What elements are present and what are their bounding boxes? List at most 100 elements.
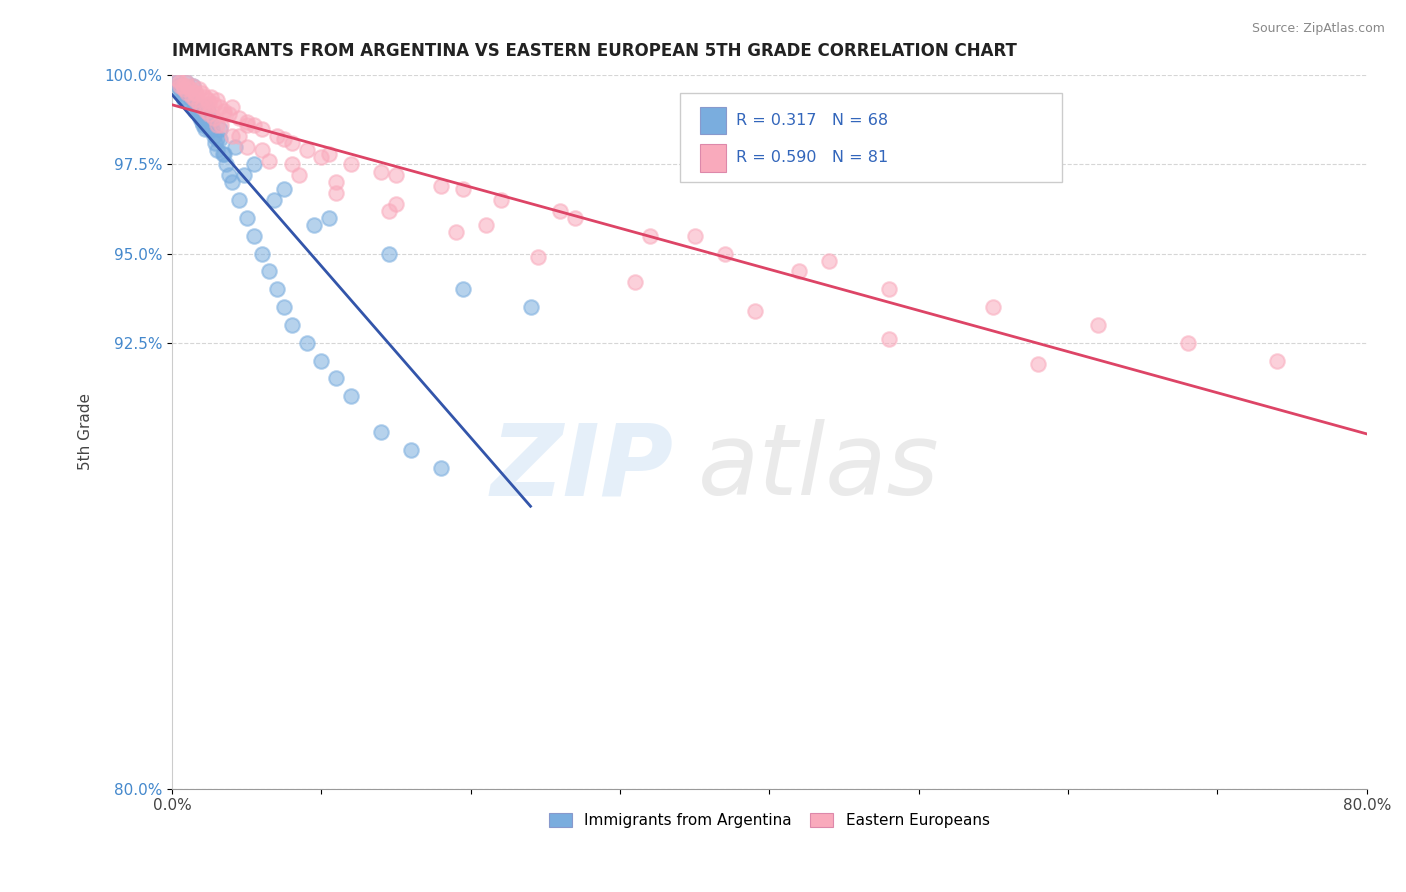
- Point: [430, 460, 453, 475]
- Point: [176, 82, 198, 96]
- Point: [198, 111, 221, 125]
- Bar: [700, 145, 727, 171]
- Point: [221, 175, 243, 189]
- Point: [1026, 357, 1049, 371]
- Point: [377, 203, 399, 218]
- Point: [430, 178, 453, 193]
- Point: [208, 132, 231, 146]
- Point: [200, 114, 222, 128]
- Point: [877, 282, 900, 296]
- Point: [204, 136, 226, 150]
- Point: [180, 93, 202, 107]
- Point: [318, 211, 340, 225]
- Point: [236, 139, 259, 153]
- Point: [340, 389, 363, 403]
- Point: [197, 111, 219, 125]
- Point: [280, 318, 302, 332]
- Point: [564, 211, 586, 225]
- Point: [789, 264, 811, 278]
- Point: [186, 103, 208, 118]
- Point: [257, 264, 280, 278]
- Point: [550, 203, 572, 218]
- Point: [191, 114, 214, 128]
- Text: ZIP: ZIP: [491, 419, 673, 516]
- Y-axis label: 5th Grade: 5th Grade: [79, 393, 93, 470]
- Point: [193, 118, 215, 132]
- Point: [205, 143, 228, 157]
- Point: [385, 196, 408, 211]
- Point: [218, 107, 240, 121]
- Point: [683, 228, 706, 243]
- Point: [169, 75, 191, 89]
- Point: [197, 103, 219, 118]
- Point: [176, 86, 198, 100]
- Point: [208, 100, 231, 114]
- Point: [215, 157, 238, 171]
- Point: [198, 96, 221, 111]
- Point: [228, 128, 250, 143]
- Point: [273, 300, 295, 314]
- Text: Source: ZipAtlas.com: Source: ZipAtlas.com: [1251, 22, 1385, 36]
- Point: [221, 128, 243, 143]
- Point: [205, 132, 228, 146]
- Point: [266, 282, 288, 296]
- Point: [218, 168, 240, 182]
- Point: [325, 186, 347, 200]
- FancyBboxPatch shape: [681, 93, 1062, 182]
- Point: [243, 228, 266, 243]
- Point: [325, 175, 347, 189]
- Point: [311, 150, 333, 164]
- Point: [370, 164, 392, 178]
- Point: [228, 111, 250, 125]
- Point: [183, 86, 205, 100]
- Point: [453, 282, 475, 296]
- Point: [191, 111, 214, 125]
- Point: [250, 143, 273, 157]
- Point: [214, 107, 236, 121]
- Point: [170, 86, 193, 100]
- Point: [195, 103, 218, 118]
- Text: IMMIGRANTS FROM ARGENTINA VS EASTERN EUROPEAN 5TH GRADE CORRELATION CHART: IMMIGRANTS FROM ARGENTINA VS EASTERN EUR…: [172, 42, 1017, 60]
- Point: [527, 250, 550, 264]
- Legend: Immigrants from Argentina, Eastern Europeans: Immigrants from Argentina, Eastern Europ…: [543, 806, 995, 834]
- Point: [166, 75, 188, 89]
- Point: [198, 107, 221, 121]
- Point: [288, 168, 311, 182]
- Point: [638, 228, 661, 243]
- Point: [489, 193, 512, 207]
- Point: [174, 75, 197, 89]
- Point: [191, 100, 214, 114]
- Point: [179, 89, 201, 103]
- Point: [399, 442, 422, 457]
- Point: [212, 146, 235, 161]
- Point: [205, 93, 228, 107]
- Point: [236, 211, 259, 225]
- Point: [273, 132, 295, 146]
- Point: [250, 121, 273, 136]
- Point: [197, 93, 219, 107]
- Point: [191, 86, 214, 100]
- Point: [194, 89, 217, 103]
- Point: [385, 168, 408, 182]
- Point: [318, 146, 340, 161]
- Point: [236, 114, 259, 128]
- Point: [188, 82, 211, 96]
- Point: [172, 89, 194, 103]
- Point: [205, 118, 228, 132]
- Point: [877, 332, 900, 346]
- Point: [295, 143, 318, 157]
- Point: [194, 121, 217, 136]
- Point: [1087, 318, 1109, 332]
- Point: [167, 78, 190, 93]
- Point: [311, 353, 333, 368]
- Point: [340, 157, 363, 171]
- Point: [250, 246, 273, 260]
- Point: [195, 100, 218, 114]
- Point: [183, 96, 205, 111]
- Point: [243, 157, 266, 171]
- Point: [169, 78, 191, 93]
- Point: [214, 146, 236, 161]
- Point: [202, 111, 225, 125]
- Point: [280, 136, 302, 150]
- Point: [177, 86, 200, 100]
